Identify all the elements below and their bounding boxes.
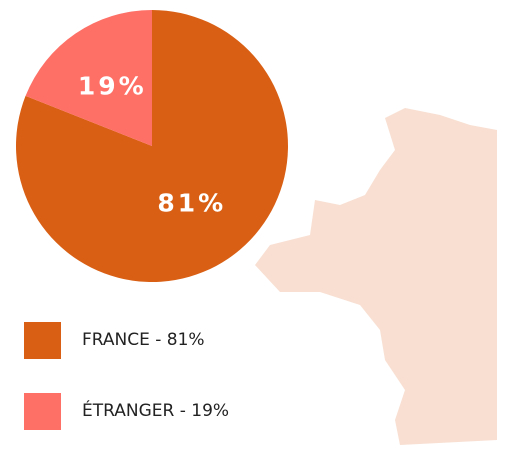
legend-swatch [24, 393, 61, 430]
legend: FRANCE - 81% ÉTRANGER - 19% [24, 322, 229, 430]
slice-label: 19% [78, 72, 147, 101]
map-background [255, 108, 497, 445]
slice-label: 81% [157, 188, 226, 217]
legend-swatch [24, 322, 61, 359]
pie-slice [25, 10, 152, 146]
pie-slice [15, 10, 288, 282]
pie: 81% 19% [15, 10, 288, 282]
legend-label: FRANCE - 81% [82, 330, 205, 350]
legend-label: ÉTRANGER - 19% [82, 399, 229, 421]
